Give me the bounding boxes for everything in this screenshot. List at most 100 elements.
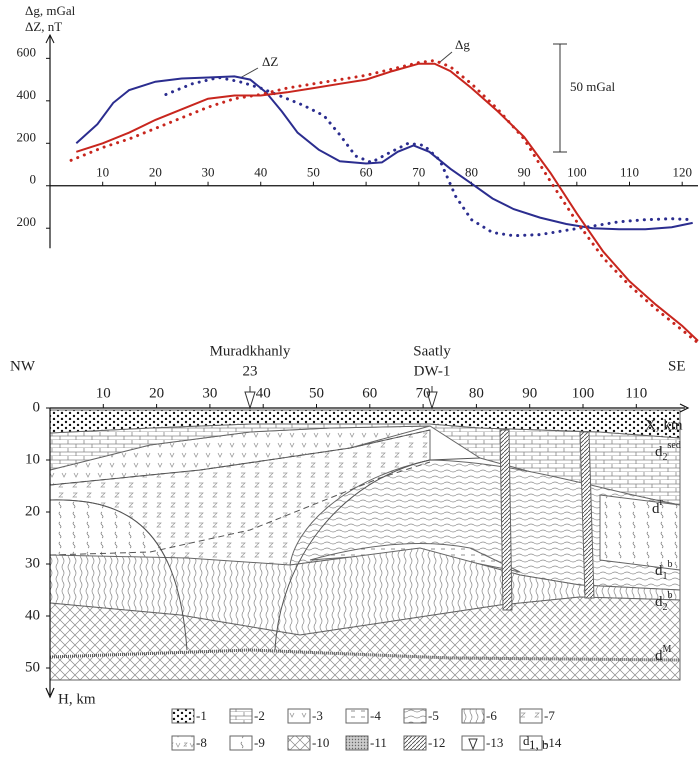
section-x-tick-label: 50 xyxy=(309,385,324,401)
well-name: Saatly xyxy=(413,343,451,359)
legend-swatch xyxy=(345,735,369,751)
legend-swatch xyxy=(229,708,253,724)
leader-line xyxy=(239,51,453,79)
section-x-tick-label: 110 xyxy=(625,385,647,401)
y-tick-label: 0 xyxy=(30,172,37,187)
layer-sup: b xyxy=(668,559,673,570)
y-axis-arrow xyxy=(45,33,55,44)
section-x-tick-label: 30 xyxy=(202,385,217,401)
cross-section xyxy=(45,386,690,699)
x-tick-label: 100 xyxy=(567,165,587,180)
legend-swatch xyxy=(403,735,427,751)
legend-label: -13 xyxy=(486,735,503,750)
annotation: 50 mGal xyxy=(570,79,616,94)
legend-symbol-sub: 1, b xyxy=(529,737,549,752)
layer-label: dr xyxy=(652,497,664,517)
series-line xyxy=(75,75,693,231)
legend-label: -2 xyxy=(254,708,265,723)
legend-label: -7 xyxy=(544,708,555,723)
layer-base: d xyxy=(655,594,663,610)
well-number: DW-1 xyxy=(414,363,451,379)
layer-base: d xyxy=(655,444,663,460)
section-depth-label: 10 xyxy=(25,451,40,467)
series-line xyxy=(164,75,695,238)
legend-swatch xyxy=(519,708,543,724)
annotation: Δg xyxy=(455,37,470,52)
legend-label: -5 xyxy=(428,708,439,723)
x-tick-label: 110 xyxy=(620,165,639,180)
layer-sub: 2 xyxy=(663,602,668,613)
legend-swatch xyxy=(171,708,195,724)
x-tick-label: 10 xyxy=(96,165,109,180)
x-tick-label: 30 xyxy=(202,165,215,180)
depth-axis-label: H, km xyxy=(58,691,96,707)
legend-label: -11 xyxy=(370,735,387,750)
legend-swatch xyxy=(461,708,485,724)
section-x-tick-label: 100 xyxy=(572,385,595,401)
layer-base: d xyxy=(655,648,663,664)
legend-label: -9 xyxy=(254,735,265,750)
layer-label: d1b xyxy=(655,559,673,582)
legend-swatch xyxy=(287,708,311,724)
annotation: ΔZ xyxy=(262,54,278,69)
legend-label: -12 xyxy=(428,735,445,750)
x-tick-label: 80 xyxy=(465,165,478,180)
well-name: Muradkhanly xyxy=(210,343,291,359)
layer-sup: M xyxy=(663,644,672,655)
section-x-tick-label: 40 xyxy=(256,385,271,401)
layer-label: dM xyxy=(655,644,672,664)
x-tick-label: 40 xyxy=(254,165,267,180)
section-depth-label: 20 xyxy=(25,503,40,519)
legend-label: -10 xyxy=(312,735,329,750)
legend-label: -14 xyxy=(544,735,562,750)
legend-label: -4 xyxy=(370,708,381,723)
direction: NW xyxy=(10,358,36,374)
x-tick-label: 90 xyxy=(518,165,531,180)
x-tick-label: 60 xyxy=(360,165,373,180)
section-x-tick-label: 60 xyxy=(362,385,377,401)
series-line xyxy=(69,58,700,345)
y-axis-label: ΔZ, nT xyxy=(25,19,62,34)
direction: SE xyxy=(668,358,686,374)
scale-bar xyxy=(553,43,567,153)
section-x-tick-label: 80 xyxy=(469,385,484,401)
section-depth-label: 50 xyxy=(25,659,40,675)
layer-label: d2b xyxy=(655,590,673,613)
x-tick-label: 20 xyxy=(149,165,162,180)
x-tick-label: 50 xyxy=(307,165,320,180)
y-tick-label: 400 xyxy=(17,87,37,102)
legend-well-icon xyxy=(468,738,478,751)
section-depth-label: 40 xyxy=(25,607,40,623)
x-tick-label: 120 xyxy=(672,165,692,180)
section-x-tick-label: 10 xyxy=(96,385,111,401)
layer-sup: r xyxy=(660,497,664,508)
x-tick-label: 70 xyxy=(412,165,425,180)
section-x-tick-label: 20 xyxy=(149,385,164,401)
layer-sub: 2 xyxy=(663,452,668,463)
layer-sup: b xyxy=(668,590,673,601)
section-labels: NW SE Muradkhanly 23 Saatly DW-1 X, km H… xyxy=(10,343,686,707)
legend-label: -3 xyxy=(312,708,323,723)
layer-sub: 1 xyxy=(663,571,668,582)
layer-base: d xyxy=(652,501,660,517)
legend-swatch xyxy=(519,735,543,751)
section-depth-label: 30 xyxy=(25,555,40,571)
legend-swatch xyxy=(345,708,369,724)
y-tick-label: 200 xyxy=(17,214,37,229)
y-tick-label: 200 xyxy=(17,129,37,144)
section-x-tick-label: 90 xyxy=(522,385,537,401)
legend-label: -8 xyxy=(196,735,207,750)
series-line xyxy=(75,62,699,342)
layer-label: d2sed xyxy=(655,440,681,463)
y-tick-label: 600 xyxy=(17,44,37,59)
x-axis-label: X, km xyxy=(645,417,683,433)
layer-sup: sed xyxy=(668,440,681,451)
legend-swatch xyxy=(287,735,311,751)
layer-base: d xyxy=(655,563,663,579)
section-x-tick-label: 70 xyxy=(416,385,431,401)
legend-swatch xyxy=(229,735,253,751)
legend-label: -6 xyxy=(486,708,497,723)
legend-swatch xyxy=(171,735,195,751)
well-number: 23 xyxy=(243,363,258,379)
